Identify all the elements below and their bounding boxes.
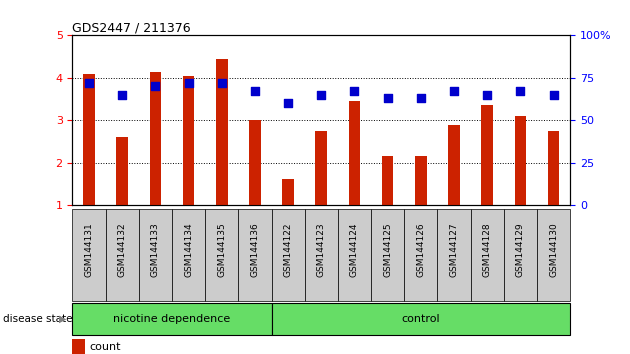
Text: GSM144127: GSM144127 (450, 223, 459, 277)
Text: GSM144132: GSM144132 (118, 223, 127, 277)
FancyBboxPatch shape (205, 209, 238, 301)
Bar (316, 131, 327, 205)
Text: GSM144126: GSM144126 (416, 223, 425, 277)
FancyBboxPatch shape (437, 209, 471, 301)
Point (250, 88, 260, 94)
Text: GSM144128: GSM144128 (483, 223, 491, 277)
Text: GSM144122: GSM144122 (284, 223, 292, 277)
Text: GSM144136: GSM144136 (251, 223, 260, 278)
FancyBboxPatch shape (338, 209, 371, 301)
Point (84, 80, 94, 86)
Text: GDS2447 / 211376: GDS2447 / 211376 (72, 21, 191, 34)
Point (283, 101, 293, 106)
Text: GSM144135: GSM144135 (217, 223, 226, 278)
Bar (72, 339, 85, 354)
Text: GSM144133: GSM144133 (151, 223, 160, 278)
FancyBboxPatch shape (272, 303, 570, 335)
Point (549, 92, 559, 98)
FancyBboxPatch shape (172, 209, 205, 301)
Point (416, 96, 426, 101)
Bar (83, 74, 95, 205)
Text: GSM144134: GSM144134 (184, 223, 193, 277)
FancyBboxPatch shape (72, 209, 106, 301)
Bar (282, 179, 294, 205)
Bar (149, 72, 161, 205)
FancyBboxPatch shape (238, 209, 272, 301)
Text: GSM144129: GSM144129 (516, 223, 525, 277)
Text: GSM144125: GSM144125 (383, 223, 392, 277)
Bar (448, 125, 460, 205)
FancyBboxPatch shape (404, 209, 437, 301)
FancyBboxPatch shape (106, 209, 139, 301)
Bar (515, 116, 526, 205)
Text: ▶: ▶ (59, 314, 67, 324)
Bar (183, 76, 195, 205)
Point (515, 88, 525, 94)
Point (316, 92, 326, 98)
Point (183, 80, 193, 86)
Point (217, 80, 227, 86)
Point (382, 96, 392, 101)
FancyBboxPatch shape (371, 209, 404, 301)
Point (117, 92, 127, 98)
Point (482, 92, 492, 98)
Point (449, 88, 459, 94)
FancyBboxPatch shape (272, 209, 305, 301)
Bar (481, 105, 493, 205)
Text: GSM144123: GSM144123 (317, 223, 326, 277)
Point (350, 88, 360, 94)
FancyBboxPatch shape (504, 209, 537, 301)
Bar (249, 120, 261, 205)
Text: count: count (90, 342, 122, 353)
Bar (415, 156, 427, 205)
FancyBboxPatch shape (72, 303, 272, 335)
Text: control: control (401, 314, 440, 324)
Bar (547, 131, 559, 205)
Bar (117, 137, 128, 205)
Text: GSM144131: GSM144131 (84, 223, 93, 278)
FancyBboxPatch shape (471, 209, 504, 301)
FancyBboxPatch shape (139, 209, 172, 301)
FancyBboxPatch shape (305, 209, 338, 301)
Bar (382, 156, 394, 205)
Text: disease state: disease state (3, 314, 72, 324)
FancyBboxPatch shape (537, 209, 570, 301)
Point (151, 84, 161, 89)
Text: GSM144130: GSM144130 (549, 223, 558, 278)
Bar (216, 59, 227, 205)
Text: GSM144124: GSM144124 (350, 223, 359, 277)
Text: nicotine dependence: nicotine dependence (113, 314, 231, 324)
Bar (348, 101, 360, 205)
